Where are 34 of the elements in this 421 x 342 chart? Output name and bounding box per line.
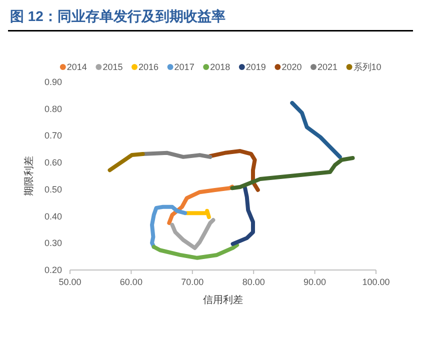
- y-tick-label: 0.70: [44, 130, 62, 141]
- y-tick-label: 0.90: [44, 77, 62, 87]
- y-tick-label: 0.80: [44, 104, 62, 114]
- line-series: [167, 184, 234, 225]
- x-tick-label: 80.00: [242, 277, 265, 287]
- x-tick-label: 60.00: [120, 277, 142, 287]
- x-tick-label: 100.00: [362, 277, 390, 287]
- x-tick-label: 90.00: [304, 277, 326, 287]
- line-series: [290, 100, 342, 159]
- y-tick-label: 0.60: [44, 158, 62, 168]
- line-series: [150, 204, 188, 249]
- y-tick-label: 0.50: [44, 184, 62, 194]
- legend-label: 2021: [318, 62, 338, 72]
- legend-label: 2016: [138, 62, 159, 72]
- legend-label: 2014: [66, 62, 87, 72]
- legend-label: 2017: [174, 62, 194, 72]
- legend-label: 2019: [246, 62, 266, 72]
- chart-title: 图 12：同业存单发行及到期收益率: [10, 8, 226, 24]
- legend-label: 2015: [102, 62, 123, 72]
- x-axis-title: 信用利差: [203, 294, 243, 306]
- legend-label: 2018: [210, 62, 230, 72]
- y-tick-label: 0.30: [44, 238, 62, 248]
- y-tick-label: 0.40: [44, 211, 62, 222]
- line-series: [230, 186, 255, 246]
- legend-label: 2020: [282, 62, 302, 72]
- line-series: [230, 156, 355, 190]
- line-series: [170, 218, 216, 250]
- legend-label: 系列10: [353, 62, 382, 72]
- line-series: [208, 149, 260, 192]
- y-axis-title: 期限利差: [23, 156, 35, 196]
- x-tick-label: 50.00: [58, 277, 82, 287]
- x-tick-label: 70.00: [181, 277, 204, 287]
- y-tick-label: 0.20: [44, 265, 62, 275]
- line-series: [152, 243, 240, 260]
